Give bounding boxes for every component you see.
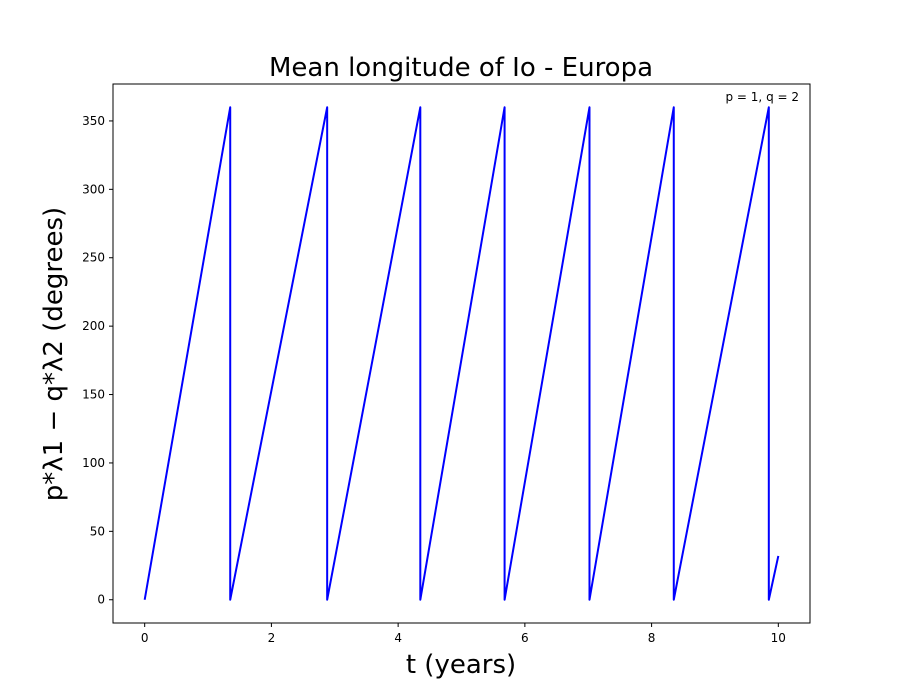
x-tick-label: 2 xyxy=(268,631,276,645)
y-axis-label: p*λ1 − q*λ2 (degrees) xyxy=(39,207,69,501)
chart-title: Mean longitude of Io - Europa xyxy=(269,53,653,83)
axes-frame xyxy=(112,83,811,624)
x-tick-label: 6 xyxy=(521,631,529,645)
x-tick-label: 8 xyxy=(648,631,656,645)
y-tick-label: 0 xyxy=(97,593,105,607)
x-tick-label: 4 xyxy=(394,631,402,645)
x-tick-label: 10 xyxy=(771,631,786,645)
y-tick-label: 350 xyxy=(82,114,105,128)
y-tick-label: 300 xyxy=(82,182,105,196)
y-tick-label: 150 xyxy=(82,388,105,402)
series-line-0 xyxy=(143,106,780,601)
x-axis-label: t (years) xyxy=(406,650,516,680)
parameter-annotation: p = 1, q = 2 xyxy=(726,90,800,104)
y-tick-label: 250 xyxy=(82,251,105,265)
x-tick-label: 0 xyxy=(141,631,149,645)
plot-area xyxy=(143,106,780,601)
y-tick-label: 200 xyxy=(82,319,105,333)
y-tick-label: 100 xyxy=(82,456,105,470)
y-tick-label: 50 xyxy=(90,524,105,538)
